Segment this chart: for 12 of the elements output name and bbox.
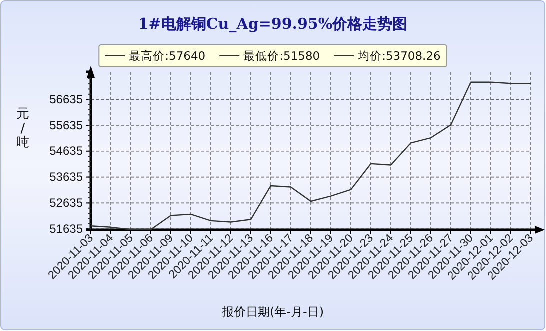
y-tick-label: 51635 xyxy=(50,222,84,236)
y-axis-title: 元/吨 xyxy=(16,107,30,151)
y-tick-label: 52635 xyxy=(50,196,84,210)
chart-title: 1#电解铜Cu_Ag=99.95%价格走势图 xyxy=(138,15,408,33)
text: 均价:53708.26 xyxy=(357,49,441,63)
y-tick-label: 54635 xyxy=(50,144,84,158)
y-tick-label: 55635 xyxy=(50,118,84,132)
y-tick-label: 53635 xyxy=(50,170,84,184)
text: 最高价:57640 xyxy=(129,49,206,63)
x-axis-title: 报价日期(年-月-日) xyxy=(220,305,324,319)
y-tick-label: 56635 xyxy=(50,92,84,106)
text: 最低价:51580 xyxy=(244,49,320,63)
